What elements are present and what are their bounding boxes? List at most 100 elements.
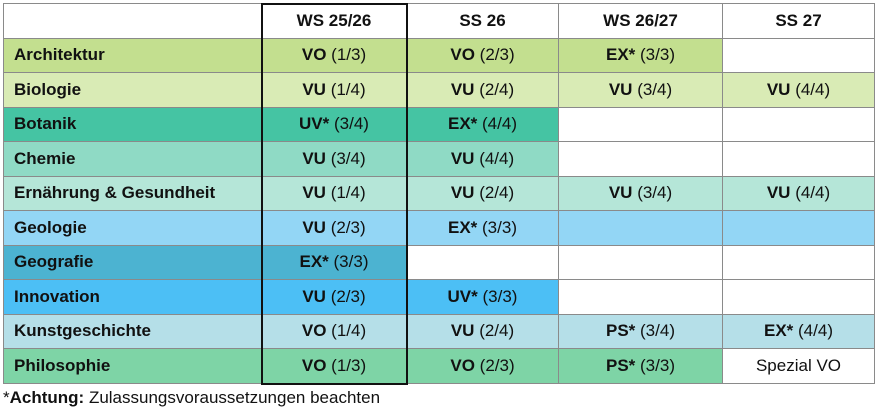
course-progress: (3/3) <box>635 355 675 375</box>
course-progress: (1/4) <box>325 79 366 99</box>
course-type: VU <box>450 148 475 168</box>
course-cell <box>722 210 875 246</box>
course-type: UV* <box>299 114 330 134</box>
course-type: VO <box>301 321 327 341</box>
course-cell: UV* (3/3) <box>406 279 559 315</box>
table-row: Geografie EX* (3/3) <box>3 244 875 280</box>
course-cell: PS* (3/4) <box>558 313 723 349</box>
course-cell: EX* (3/3) <box>406 210 559 246</box>
course-type: EX* <box>448 114 478 134</box>
course-type: EX* <box>606 45 636 65</box>
course-type: VU <box>302 217 326 237</box>
table-row: Philosophie VO (1/3) VO (2/3) PS* (3/3) Spez… <box>3 348 875 384</box>
subject-cell: Geologie <box>3 210 262 246</box>
course-progress: (4/4) <box>790 183 831 203</box>
course-cell: VO (1/3) <box>261 348 407 384</box>
course-progress: (2/4) <box>474 79 515 99</box>
subject-cell: Chemie <box>3 141 262 177</box>
course-type: VO <box>301 355 327 375</box>
course-cell: VU (2/3) <box>261 279 407 315</box>
course-cell: VU (2/3) <box>261 210 407 246</box>
course-progress: (3/4) <box>632 79 673 99</box>
course-progress: (3/4) <box>632 183 673 203</box>
course-cell: VU (2/4) <box>406 72 559 108</box>
course-cell: VU (4/4) <box>722 175 875 211</box>
course-cell: VU (3/4) <box>261 141 407 177</box>
course-progress: (4/4) <box>474 148 515 168</box>
course-type: VU <box>450 183 475 203</box>
table-row: Geologie VU (2/3) EX* (3/3) <box>3 210 875 246</box>
course-progress: (2/4) <box>474 321 515 341</box>
course-progress: (1/3) <box>326 355 367 375</box>
course-type: VU <box>450 79 475 99</box>
course-type: VU <box>608 79 633 99</box>
table-row: Chemie VU (3/4) VU (4/4) <box>3 141 875 177</box>
course-type: EX* <box>764 321 794 341</box>
course-progress: (2/3) <box>325 217 366 237</box>
header-ss-27: SS 27 <box>722 3 875 39</box>
course-cell: VU (1/4) <box>261 175 407 211</box>
course-progress: (3/3) <box>477 217 517 237</box>
course-type: UV* <box>447 286 478 306</box>
course-type: EX* <box>299 252 329 272</box>
course-cell <box>722 244 875 280</box>
subject-cell: Geografie <box>3 244 262 280</box>
course-cell: VU (3/4) <box>558 72 723 108</box>
course-cell <box>722 141 875 177</box>
table-row: Biologie VU (1/4) VU (2/4) VU (3/4) VU (4/4) <box>3 72 875 108</box>
course-cell <box>558 106 723 142</box>
curriculum-table: WS 25/26 SS 26 WS 26/27 SS 27 Architektu… <box>3 3 875 384</box>
footnote-star: * <box>3 388 10 407</box>
course-progress: (3/4) <box>635 321 675 341</box>
course-cell: EX* (3/3) <box>558 37 723 73</box>
course-cell <box>558 141 723 177</box>
course-cell <box>722 106 875 142</box>
header-empty <box>3 3 262 39</box>
course-cell: UV* (3/4) <box>261 106 407 142</box>
course-cell: VU (4/4) <box>722 72 875 108</box>
table-row: Innovation VU (2/3) UV* (3/3) <box>3 279 875 315</box>
course-progress: (4/4) <box>793 321 833 341</box>
course-progress: (2/3) <box>325 286 366 306</box>
subject-cell: Ernährung & Gesundheit <box>3 175 262 211</box>
subject-cell: Innovation <box>3 279 262 315</box>
course-cell: Spezial VO <box>722 348 875 384</box>
course-cell: VO (2/3) <box>406 37 559 73</box>
course-type: VO <box>301 45 327 65</box>
footnote-text: Zulassungsvoraussetzungen beachten <box>84 388 381 407</box>
course-type: VU <box>302 148 326 168</box>
course-progress: (4/4) <box>477 114 517 134</box>
course-cell: VO (1/4) <box>261 313 407 349</box>
course-type: EX* <box>448 217 478 237</box>
course-cell: VU (3/4) <box>558 175 723 211</box>
course-type: PS* <box>606 355 636 375</box>
course-progress: (4/4) <box>790 79 831 99</box>
course-type: VU <box>302 286 326 306</box>
course-type: VU <box>766 183 791 203</box>
course-type: VU <box>450 321 475 341</box>
course-type: VU <box>302 183 326 203</box>
subject-cell: Architektur <box>3 37 262 73</box>
header-ws-26-27: WS 26/27 <box>558 3 723 39</box>
course-progress: (3/4) <box>329 114 369 134</box>
subject-cell: Botanik <box>3 106 262 142</box>
course-cell: VU (2/4) <box>406 313 559 349</box>
header-row: WS 25/26 SS 26 WS 26/27 SS 27 <box>3 3 875 39</box>
table-row: Ernährung & Gesundheit VU (1/4) VU (2/4) VU… <box>3 175 875 211</box>
course-progress: (3/3) <box>328 252 369 272</box>
course-type: PS* <box>606 321 636 341</box>
course-cell <box>558 244 723 280</box>
header-ss-26: SS 26 <box>406 3 559 39</box>
footnote: *Achtung: Zulassungsvoraussetzungen beac… <box>3 388 380 408</box>
course-type: VO <box>450 45 475 65</box>
course-cell <box>722 37 875 73</box>
subject-cell: Biologie <box>3 72 262 108</box>
course-progress: (3/4) <box>325 148 366 168</box>
subject-cell: Philosophie <box>3 348 262 384</box>
table-row: Kunstgeschichte VO (1/4) VU (2/4) PS* (3/4)… <box>3 313 875 349</box>
table-row: Botanik UV* (3/4) EX* (4/4) <box>3 106 875 142</box>
course-cell: VO (2/3) <box>406 348 559 384</box>
course-progress: (2/3) <box>474 45 515 65</box>
course-cell: VO (1/3) <box>261 37 407 73</box>
course-cell <box>558 279 723 315</box>
